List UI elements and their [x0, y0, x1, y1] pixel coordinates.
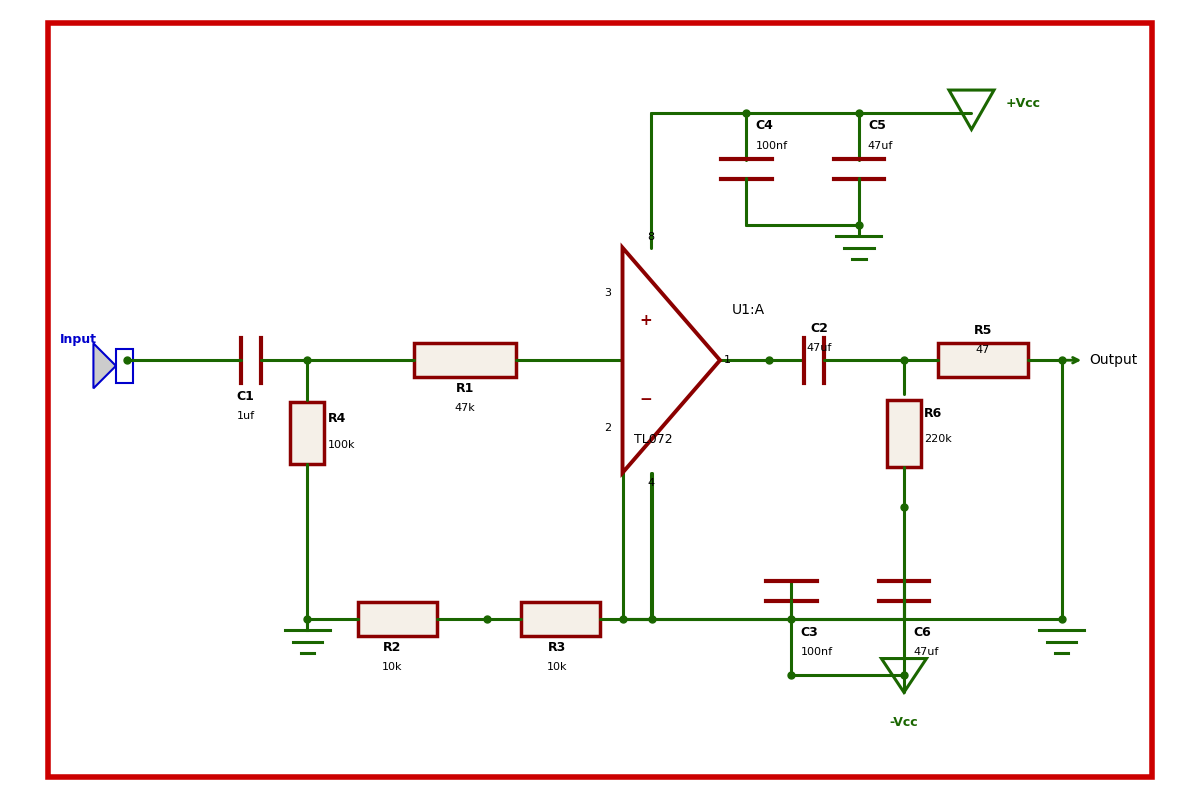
Polygon shape — [949, 90, 994, 129]
Text: R2: R2 — [383, 641, 401, 654]
FancyBboxPatch shape — [358, 602, 437, 636]
FancyBboxPatch shape — [290, 403, 324, 464]
Text: 47uf: 47uf — [806, 344, 833, 353]
Polygon shape — [882, 659, 926, 693]
Text: U1:A: U1:A — [731, 303, 764, 317]
Text: R1: R1 — [456, 381, 474, 395]
Text: 10k: 10k — [382, 662, 402, 672]
Text: C5: C5 — [868, 120, 886, 132]
Text: 47: 47 — [976, 345, 990, 355]
Text: R3: R3 — [548, 641, 566, 654]
FancyBboxPatch shape — [937, 344, 1027, 377]
Text: 10k: 10k — [547, 662, 568, 672]
Text: R4: R4 — [328, 412, 346, 426]
Text: C1: C1 — [236, 389, 254, 403]
Text: 47uf: 47uf — [913, 647, 938, 657]
Text: 220k: 220k — [924, 434, 952, 444]
Text: −: − — [640, 392, 652, 407]
Text: 1: 1 — [724, 355, 731, 365]
Text: C6: C6 — [913, 626, 931, 639]
Text: C3: C3 — [800, 626, 818, 639]
Text: 47uf: 47uf — [868, 140, 893, 151]
Polygon shape — [94, 344, 116, 388]
Text: C2: C2 — [810, 322, 828, 335]
Text: 100k: 100k — [328, 440, 355, 450]
Polygon shape — [623, 247, 720, 473]
Text: TL072: TL072 — [634, 433, 672, 445]
Text: 47k: 47k — [455, 403, 475, 413]
Text: 100nf: 100nf — [755, 140, 787, 151]
Text: Output: Output — [1090, 353, 1138, 367]
Text: +: + — [640, 314, 652, 329]
Text: Input: Input — [60, 333, 97, 347]
Text: +Vcc: +Vcc — [1006, 97, 1040, 110]
FancyBboxPatch shape — [521, 602, 600, 636]
Text: R6: R6 — [924, 407, 942, 419]
Text: 1uf: 1uf — [236, 411, 254, 421]
Text: 4: 4 — [647, 478, 654, 489]
Text: 3: 3 — [605, 288, 611, 298]
Text: 100nf: 100nf — [800, 647, 833, 657]
Text: -Vcc: -Vcc — [889, 716, 918, 729]
FancyBboxPatch shape — [116, 349, 133, 383]
FancyBboxPatch shape — [414, 344, 516, 377]
Text: 2: 2 — [604, 423, 611, 433]
Text: R5: R5 — [973, 325, 992, 337]
FancyBboxPatch shape — [887, 400, 920, 467]
Text: C4: C4 — [755, 120, 773, 132]
Text: 8: 8 — [647, 232, 654, 242]
